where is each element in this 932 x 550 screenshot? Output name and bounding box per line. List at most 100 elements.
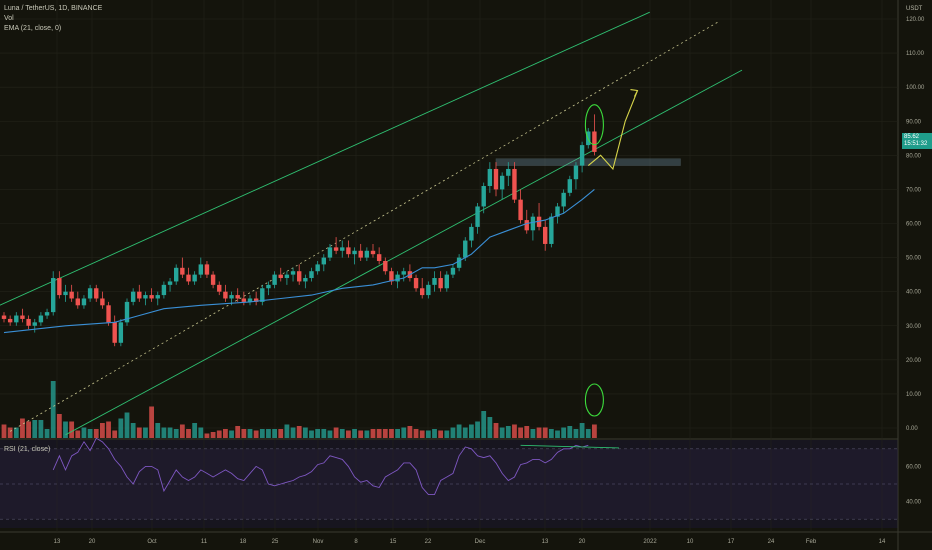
volume-bar bbox=[573, 429, 579, 438]
volume-bar bbox=[413, 429, 419, 438]
rsi-pane bbox=[0, 440, 898, 528]
candle-body bbox=[143, 295, 148, 299]
rsi-trend-line bbox=[520, 444, 620, 449]
currency-label[interactable]: USDT bbox=[906, 6, 923, 12]
time-tick-label: 22 bbox=[425, 539, 432, 545]
last-price-tag: 85.62 15:51:32 bbox=[902, 133, 932, 149]
candle-body bbox=[333, 247, 339, 251]
candle-body bbox=[149, 295, 154, 299]
chart-legend: Luna / TetherUS, 1D, BINANCE Vol EMA (21… bbox=[4, 4, 102, 34]
volume-bar bbox=[592, 424, 597, 438]
price-tick-label: 120.00 bbox=[906, 17, 925, 23]
volume-bar bbox=[20, 418, 25, 438]
candle-body bbox=[38, 315, 44, 323]
time-tick-label: 13 bbox=[54, 539, 61, 545]
volume-bar bbox=[321, 429, 327, 438]
candle-body bbox=[161, 284, 167, 296]
volume-bar bbox=[352, 429, 357, 438]
volume-bar bbox=[505, 426, 511, 438]
candle-body bbox=[106, 305, 111, 323]
candle-body bbox=[432, 278, 437, 285]
volume-bar bbox=[542, 427, 548, 438]
volume-bar bbox=[438, 430, 444, 438]
volume-bar bbox=[130, 423, 136, 438]
volume-bar bbox=[487, 417, 493, 438]
volume-bar bbox=[561, 427, 567, 438]
ema-indicator-label[interactable]: EMA (21, close, 0) bbox=[4, 25, 62, 32]
candle-body bbox=[346, 247, 351, 255]
candle-body bbox=[420, 288, 425, 296]
channel-lower-line bbox=[65, 69, 743, 436]
price-tick-label: 0.00 bbox=[906, 426, 918, 432]
rsi-indicator-label[interactable]: RSI (21, close) bbox=[4, 446, 51, 453]
volume-bar bbox=[44, 429, 50, 438]
candle-body bbox=[438, 278, 443, 289]
volume-bar bbox=[38, 420, 44, 438]
volume-bar bbox=[223, 429, 228, 438]
candle-body bbox=[327, 247, 333, 258]
volume-bar bbox=[475, 421, 480, 438]
volume-bar bbox=[284, 424, 290, 438]
volume-bar bbox=[149, 406, 154, 438]
volume-bar bbox=[259, 429, 265, 438]
candle-body bbox=[167, 281, 173, 285]
candle-body bbox=[315, 264, 320, 272]
candle-body bbox=[444, 274, 449, 289]
time-tick-label: 2022 bbox=[643, 539, 657, 545]
candle-body bbox=[112, 322, 117, 343]
volume-bar bbox=[198, 427, 204, 438]
volume-bar bbox=[358, 430, 364, 438]
volume-bar bbox=[241, 429, 247, 438]
volume-bar bbox=[278, 429, 284, 438]
candle-body bbox=[75, 298, 80, 306]
volume-indicator-label[interactable]: Vol bbox=[4, 15, 14, 22]
time-tick-label: 24 bbox=[768, 539, 775, 545]
time-tick-label: 17 bbox=[728, 539, 735, 545]
volume-bar bbox=[518, 427, 523, 438]
candle-body bbox=[130, 291, 136, 302]
channel-upper-line bbox=[0, 11, 650, 306]
volume-bar bbox=[309, 430, 314, 438]
symbol-title[interactable]: Luna / TetherUS, 1D, BINANCE bbox=[4, 5, 103, 12]
volume-bar bbox=[315, 429, 321, 438]
candle-body bbox=[229, 295, 234, 299]
volume-bar bbox=[567, 426, 573, 438]
volume-bar bbox=[499, 427, 505, 438]
candle-body bbox=[573, 165, 579, 180]
candle-body bbox=[7, 318, 13, 323]
volume-bar bbox=[346, 430, 351, 438]
projection-arrowhead bbox=[630, 89, 639, 97]
candle-body bbox=[549, 216, 554, 244]
time-tick-label: 25 bbox=[272, 539, 279, 545]
volume-bar bbox=[75, 430, 81, 438]
candle-body bbox=[358, 250, 363, 258]
volume-bar bbox=[229, 430, 234, 438]
volume-bar bbox=[93, 429, 99, 438]
last-price: 85.62 bbox=[904, 134, 920, 140]
volume-bar bbox=[155, 423, 161, 438]
time-tick-label: Dec bbox=[475, 539, 486, 545]
candle-body bbox=[137, 291, 142, 299]
highlight-ellipse-volume bbox=[584, 383, 604, 417]
volume-bar bbox=[376, 429, 382, 438]
volume-bar bbox=[247, 429, 253, 438]
volume-bar bbox=[302, 427, 308, 438]
volume-bar bbox=[32, 420, 38, 438]
candle-body bbox=[20, 315, 25, 319]
volume-bar bbox=[536, 427, 542, 438]
candle-body bbox=[592, 131, 597, 152]
price-tick-label: 80.00 bbox=[906, 153, 922, 159]
candle-body bbox=[186, 274, 191, 282]
volume-bar bbox=[100, 423, 105, 438]
candle-body bbox=[57, 278, 62, 296]
candle-body bbox=[395, 274, 400, 282]
time-tick-label: 14 bbox=[879, 539, 886, 545]
volume-bar bbox=[462, 427, 468, 438]
candle-body bbox=[118, 322, 124, 343]
candle-body bbox=[352, 250, 357, 255]
candle-body bbox=[81, 298, 87, 306]
volume-bar bbox=[118, 418, 124, 438]
highlight-ellipse-price bbox=[584, 104, 604, 146]
volume-bar bbox=[370, 429, 376, 438]
